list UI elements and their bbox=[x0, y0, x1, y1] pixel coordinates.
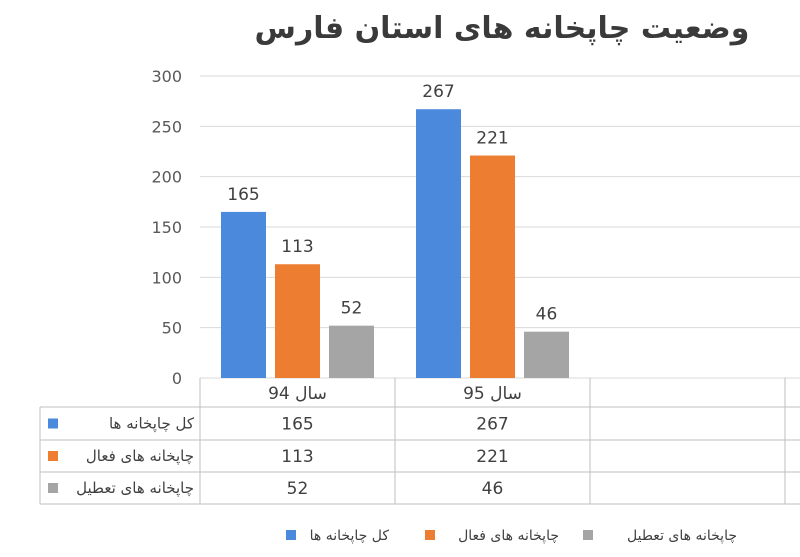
bars bbox=[221, 109, 569, 378]
y-axis-ticks: 0 50 100 150 200 250 300 bbox=[151, 67, 182, 388]
data-label: 221 bbox=[476, 129, 508, 149]
table-cell: 113 bbox=[281, 447, 313, 467]
y-tick-label: 200 bbox=[151, 168, 182, 187]
data-label: 46 bbox=[536, 305, 558, 325]
legend-key bbox=[286, 530, 296, 540]
y-tick-label: 150 bbox=[151, 218, 182, 237]
data-table: سال 94 سال 95 کل چاپخانه ها 165 267 چاپخانه ه… bbox=[39, 378, 800, 505]
category-label: سال 94 bbox=[268, 384, 327, 404]
table-row-label: چاپخانه های فعال bbox=[86, 447, 194, 466]
bar bbox=[329, 325, 374, 378]
y-tick-label: 0 bbox=[172, 369, 182, 388]
legend-label: کل چاپخانه ها bbox=[310, 528, 390, 544]
chart-title: وضعیت چاپخانه های استان فارس bbox=[255, 11, 750, 46]
y-tick-label: 250 bbox=[151, 117, 182, 136]
bar bbox=[524, 331, 569, 378]
table-legend-key bbox=[48, 483, 58, 493]
table-legend-key bbox=[48, 451, 58, 461]
data-labels: 165 113 52 267 221 46 bbox=[227, 82, 557, 324]
table-legend-key bbox=[48, 418, 58, 429]
legend-key bbox=[583, 530, 593, 540]
data-label: 267 bbox=[422, 82, 454, 102]
table-cell: 221 bbox=[476, 447, 508, 467]
bar bbox=[416, 109, 461, 378]
y-tick-label: 100 bbox=[151, 268, 182, 287]
data-label: 113 bbox=[281, 237, 313, 257]
table-cell: 46 bbox=[482, 479, 504, 499]
bar bbox=[470, 155, 515, 378]
data-label: 165 bbox=[227, 185, 259, 205]
legend-key bbox=[425, 530, 435, 540]
bar bbox=[275, 264, 320, 378]
y-tick-label: 50 bbox=[162, 319, 182, 338]
legend-label: چاپخانه های تعطیل bbox=[627, 528, 737, 544]
table-row-label: کل چاپخانه ها bbox=[109, 415, 195, 434]
legend: کل چاپخانه ها چاپخانه های فعال چاپخانه های… bbox=[286, 528, 737, 544]
table-cell: 165 bbox=[281, 415, 313, 435]
bar bbox=[221, 211, 266, 378]
data-label: 52 bbox=[341, 299, 363, 319]
table-cell: 52 bbox=[287, 479, 309, 499]
legend-label: چاپخانه های فعال bbox=[458, 528, 559, 544]
category-label: سال 95 bbox=[463, 384, 522, 404]
y-tick-label: 300 bbox=[151, 67, 182, 86]
table-row-label: چاپخانه های تعطیل bbox=[76, 479, 194, 498]
table-cell: 267 bbox=[476, 415, 508, 435]
